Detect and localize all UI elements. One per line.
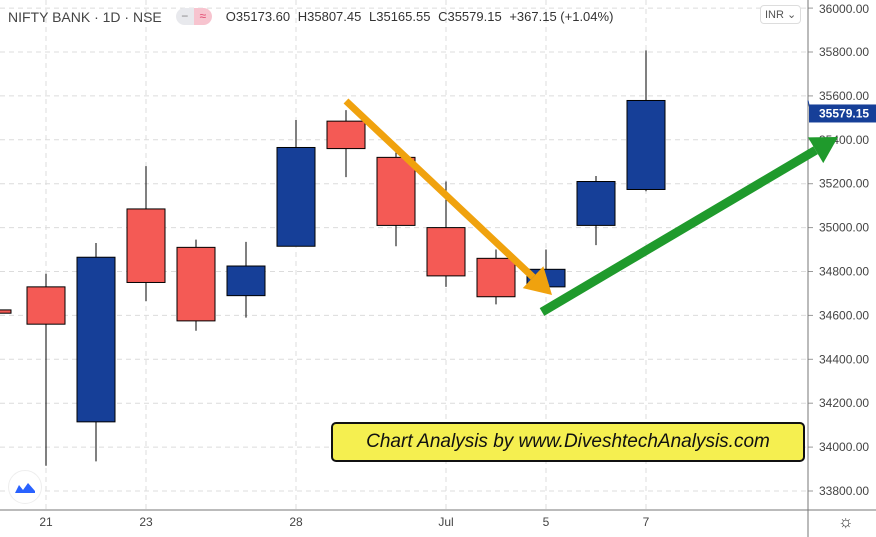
candle-body — [126, 208, 166, 283]
open-value: O35173.60 — [225, 9, 291, 24]
indicator-toggle[interactable]: − ≈ — [175, 8, 212, 25]
green-trend-arrow-shaft — [539, 146, 818, 316]
y-tick-label: 33800.00 — [819, 484, 869, 498]
approx-icon[interactable]: ≈ — [193, 8, 212, 25]
orange-trend-arrow-head — [522, 266, 552, 295]
orange-trend-arrow-shaft — [343, 98, 536, 280]
green-trend-arrow-head — [807, 137, 838, 164]
candle-body — [426, 227, 466, 277]
y-tick-label: 35200.00 — [819, 177, 869, 191]
close-value: C35579.15 — [438, 9, 502, 24]
currency-label: INR — [765, 9, 784, 21]
y-tick-label: 34000.00 — [819, 440, 869, 454]
y-tick-label: 35800.00 — [819, 45, 869, 59]
y-tick-label: 34600.00 — [819, 308, 869, 322]
x-tick-label: 28 — [289, 515, 303, 529]
currency-selector[interactable]: INR ⌄ — [760, 5, 802, 24]
settings-gear-icon[interactable]: ☼ — [838, 512, 854, 531]
candle-body — [276, 146, 316, 247]
last-price-label-bg — [809, 104, 876, 123]
y-tick-label: 35600.00 — [819, 89, 869, 103]
ohlc-values: O35173.60 H35807.45 L35165.55 C35579.15 … — [226, 9, 618, 24]
high-value: H35807.45 — [297, 9, 362, 24]
candle-body — [0, 309, 12, 314]
candle-body — [226, 265, 266, 297]
chevron-down-icon: ⌄ — [787, 9, 797, 21]
chart-header: NIFTY BANK · 1D · NSE − ≈ O35173.60 H3580… — [8, 8, 617, 25]
y-tick-label: 34400.00 — [819, 352, 869, 366]
candle-body — [76, 256, 116, 423]
x-tick-label: 7 — [643, 515, 650, 529]
candle-body — [26, 286, 66, 325]
x-tick-label: Jul — [438, 515, 453, 529]
x-tick-label: 21 — [39, 515, 53, 529]
candle-body — [176, 246, 216, 322]
candle-body — [476, 257, 516, 298]
minus-icon[interactable]: − — [175, 8, 194, 25]
y-tick-label: 34800.00 — [819, 265, 869, 279]
candle-body — [376, 156, 416, 226]
candle-body — [576, 181, 616, 226]
low-value: L35165.55 — [369, 9, 431, 24]
y-tick-label: 36000.00 — [819, 2, 869, 16]
y-tick-label: 34200.00 — [819, 396, 869, 410]
change-value: +367.15 (+1.04%) — [509, 9, 614, 24]
tradingview-logo-icon[interactable] — [8, 470, 42, 504]
candle-body — [326, 120, 366, 150]
y-tick-label: 35000.00 — [819, 221, 869, 235]
candle-body — [626, 99, 666, 190]
last-price-label: 35579.15 — [819, 106, 869, 120]
symbol-title: NIFTY BANK · 1D · NSE — [8, 8, 162, 25]
x-tick-label: 5 — [543, 515, 550, 529]
annotation-banner: Chart Analysis by www.DiveshtechAnalysis… — [331, 422, 805, 462]
x-tick-label: 23 — [139, 515, 153, 529]
